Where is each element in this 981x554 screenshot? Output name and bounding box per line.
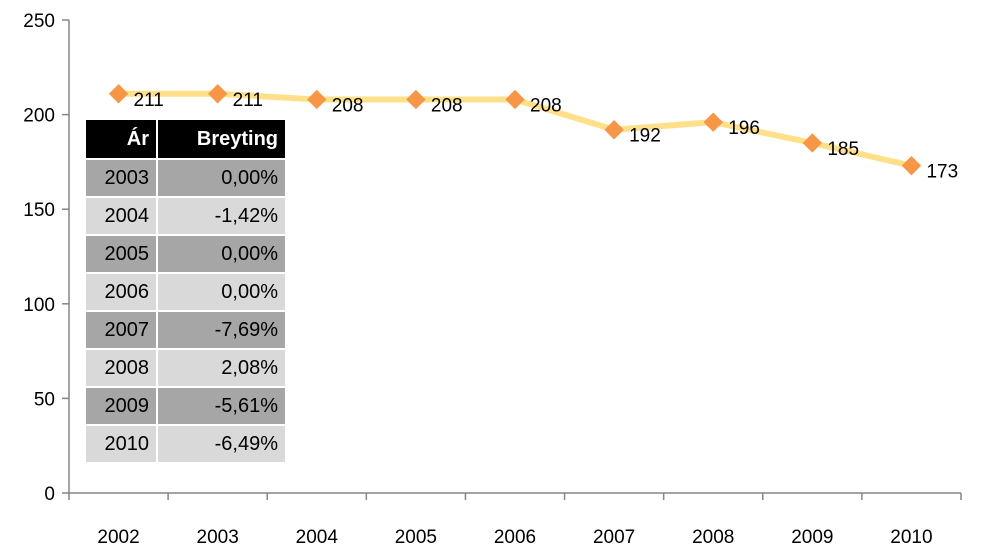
data-label: 185 (827, 139, 859, 160)
row-change: 0,00% (156, 272, 287, 312)
data-point (604, 120, 624, 140)
table-row: 2003 0,00% (84, 158, 287, 198)
data-point (406, 89, 426, 110)
data-point (802, 133, 823, 153)
row-change: -6,49% (156, 424, 287, 464)
header-change: Breyting (156, 118, 287, 160)
x-tick-label: 2004 (296, 527, 339, 548)
table-row: 2006 0,00% (84, 272, 287, 312)
y-tick-label: 150 (23, 200, 55, 221)
y-tick-label: 0 (44, 484, 55, 505)
y-tick-labels: 0 50 100 150 200 250 (23, 11, 55, 505)
row-year: 2003 (84, 158, 158, 198)
data-label: 208 (530, 95, 562, 116)
data-labels: 211 211 208 208 208 192 196 185 173 (134, 90, 959, 183)
row-change: -7,69% (156, 310, 287, 350)
x-tick-label: 2005 (395, 527, 437, 548)
table-row: 2010 -6,49% (84, 424, 287, 464)
table-header-row: Ár Breyting (84, 118, 287, 160)
table-row: 2005 0,00% (84, 234, 287, 274)
data-point (307, 89, 327, 110)
x-tick-label: 2006 (494, 527, 536, 548)
table-row: 2008 2,08% (84, 348, 287, 388)
y-tick-label: 200 (23, 106, 55, 127)
row-year: 2008 (84, 348, 158, 388)
row-change: -5,61% (156, 386, 287, 426)
x-tick-label: 2002 (97, 527, 139, 548)
x-tick-label: 2009 (791, 527, 833, 548)
data-label: 192 (629, 126, 661, 147)
x-tick-label: 2008 (692, 527, 734, 548)
table-row: 2009 -5,61% (84, 386, 287, 426)
row-change: -1,42% (156, 196, 287, 236)
row-year: 2004 (84, 196, 158, 236)
data-label: 211 (233, 90, 263, 111)
series-markers (108, 84, 922, 176)
row-year: 2009 (84, 386, 158, 426)
data-point (108, 84, 129, 104)
y-tick-label: 250 (23, 11, 55, 32)
header-year: Ár (84, 118, 158, 160)
data-point (901, 155, 922, 176)
row-year: 2007 (84, 310, 158, 350)
data-label: 208 (431, 95, 463, 116)
table-row: 2004 -1,42% (84, 196, 287, 236)
data-point (505, 89, 525, 110)
row-year: 2005 (84, 234, 158, 274)
table-row: 2007 -7,69% (84, 310, 287, 350)
row-change: 2,08% (156, 348, 287, 388)
row-change: 0,00% (156, 158, 287, 198)
data-point (207, 84, 228, 104)
chart-axes (62, 19, 962, 500)
row-year: 2006 (84, 272, 158, 312)
data-point (703, 112, 723, 132)
x-tick-labels: 2002 2003 2004 2005 2006 2007 2008 2009 2010 (97, 527, 932, 548)
data-label: 208 (332, 95, 364, 116)
data-label: 173 (926, 162, 958, 183)
data-label: 211 (134, 90, 164, 111)
x-tick-label: 2003 (197, 527, 239, 548)
x-tick-label: 2010 (890, 527, 932, 548)
x-tick-label: 2007 (593, 527, 635, 548)
row-change: 0,00% (156, 234, 287, 274)
row-year: 2010 (84, 424, 158, 464)
y-tick-label: 100 (23, 295, 55, 316)
y-tick-label: 50 (34, 389, 55, 410)
data-label: 196 (728, 118, 760, 139)
change-table: Ár Breyting 2003 0,00% 2004 -1,42% 2005 … (84, 118, 287, 464)
